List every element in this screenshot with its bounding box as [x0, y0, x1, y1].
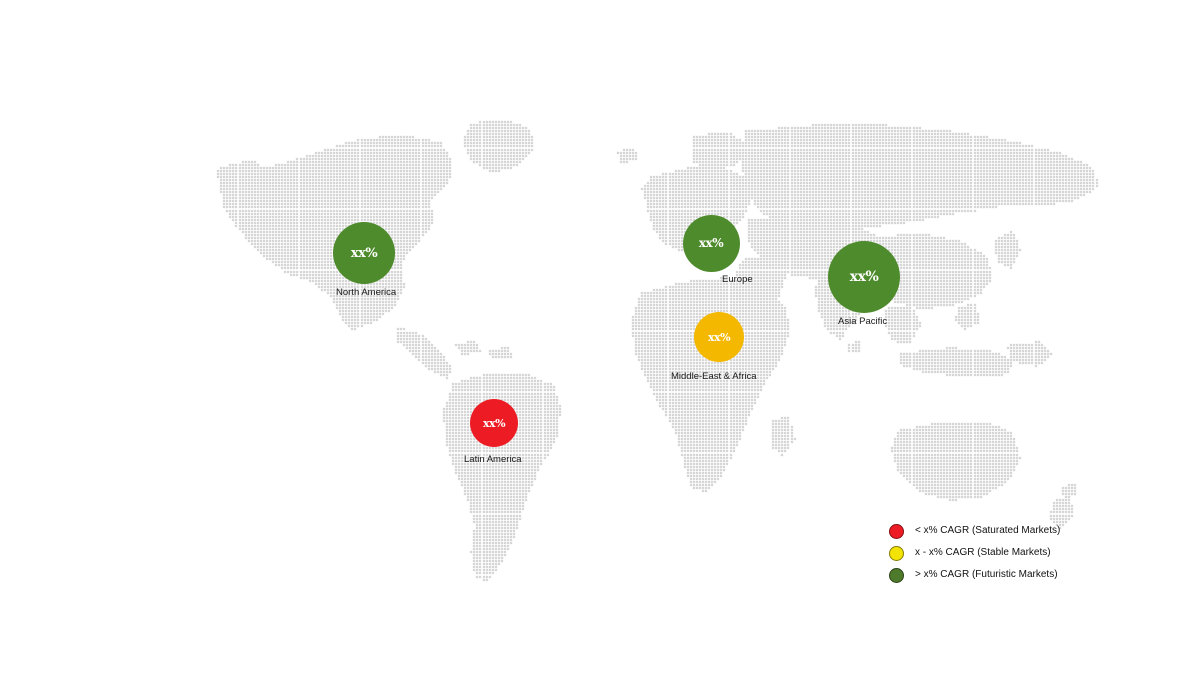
region-bubble-value: xx% [482, 416, 506, 430]
legend-item-stable[interactable]: x - x% CAGR (Stable Markets) [889, 542, 1060, 564]
region-bubble-value: xx% [350, 245, 378, 261]
region-label-middle-east-africa: Middle-East & Africa [671, 371, 757, 382]
region-label-north-america: North America [336, 287, 397, 298]
region-label-europe: Europe [722, 274, 753, 285]
legend-label-futuristic: > x% CAGR (Futuristic Markets) [915, 569, 1058, 580]
region-bubble-europe[interactable]: xx% [682, 214, 740, 272]
region-bubble-value: xx% [707, 330, 731, 344]
legend-dot-futuristic [889, 567, 904, 583]
region-bubble-north-america[interactable]: xx% [333, 222, 395, 284]
legend: < x% CAGR (Saturated Markets) x - x% CAGR… [889, 520, 1060, 586]
region-bubble-latin-america[interactable]: xx% [470, 399, 518, 447]
region-bubble-value: xx% [849, 269, 879, 285]
region-bubble-value: xx% [698, 236, 724, 250]
legend-dot-stable [889, 545, 904, 561]
region-label-latin-america: Latin America [464, 454, 522, 465]
region-bubble-middle-east-africa[interactable]: xx% [694, 312, 744, 362]
legend-dot-saturated [889, 523, 904, 539]
legend-label-saturated: < x% CAGR (Saturated Markets) [915, 525, 1061, 536]
region-label-asia-pacific: Asia Pacific [838, 316, 888, 327]
legend-item-saturated[interactable]: < x% CAGR (Saturated Markets) [889, 520, 1060, 542]
region-bubble-asia-pacific[interactable]: xx% [828, 241, 900, 313]
legend-label-stable: x - x% CAGR (Stable Markets) [915, 547, 1051, 558]
legend-item-futuristic[interactable]: > x% CAGR (Futuristic Markets) [889, 564, 1060, 586]
